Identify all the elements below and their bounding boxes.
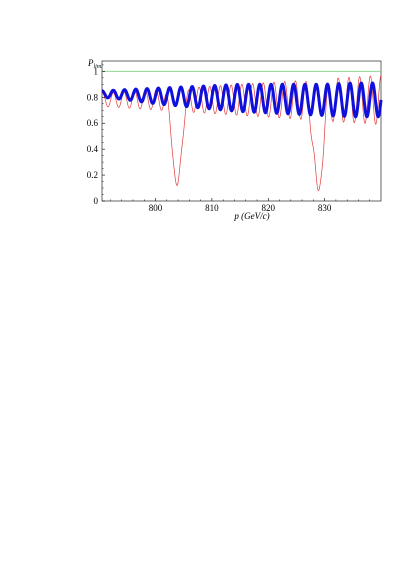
x-axis-title: p (GeV/c) (233, 211, 269, 221)
x-axis: 800 810 820 830 (110, 198, 370, 213)
y-tick-label: 0.4 (87, 144, 99, 154)
y-tick-label: 1 (94, 66, 99, 76)
x-tick-label: 820 (262, 203, 276, 213)
x-tick-label: 800 (149, 203, 163, 213)
plot-frame (101, 60, 382, 202)
x-tick-label: 810 (205, 203, 219, 213)
y-tick-label: 0 (94, 196, 99, 206)
y-axis: 0 0.2 0.4 0.6 0.8 1 (87, 64, 105, 206)
series-blue-curve (101, 81, 383, 119)
x-tick-label: 830 (318, 203, 332, 213)
y-tick-label: 0.6 (87, 118, 99, 128)
plot-border (101, 60, 382, 202)
series-layer (101, 75, 383, 192)
y-tick-label: 0.2 (87, 170, 98, 180)
y-tick-label: 0.8 (87, 92, 99, 102)
y-axis-title: Plim. (87, 58, 103, 70)
